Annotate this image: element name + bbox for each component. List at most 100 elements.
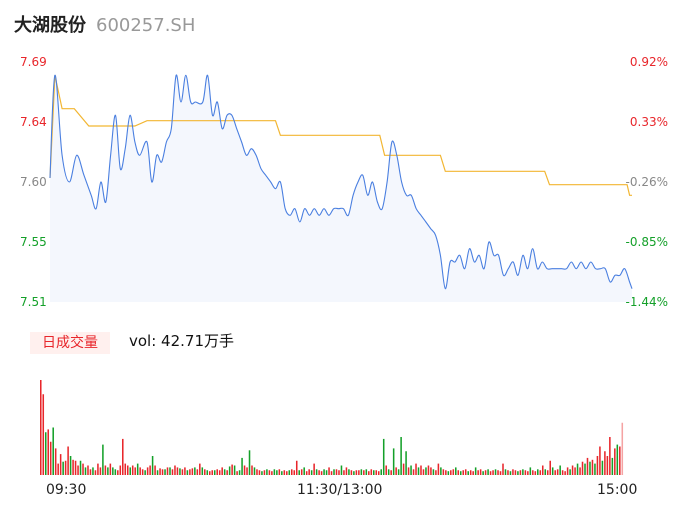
volume-bar: [288, 470, 291, 475]
volume-bar: [363, 470, 365, 475]
volume-bar: [561, 470, 564, 475]
volume-bar: [313, 463, 315, 475]
volume-bar: [52, 427, 54, 475]
volume-bar: [554, 470, 556, 475]
volume-bar: [447, 471, 450, 475]
volume-bar: [410, 465, 412, 475]
volume-bar: [375, 470, 378, 475]
volume-bar: [216, 469, 218, 475]
price-tick-label: 7.64: [20, 115, 47, 129]
volume-bar: [261, 471, 263, 475]
pct-tick-label: 0.33%: [629, 115, 668, 129]
volume-bar: [564, 471, 566, 475]
volume-bar: [194, 467, 196, 475]
volume-bar: [208, 471, 211, 475]
volume-bar: [479, 469, 482, 475]
volume-bar: [136, 463, 139, 475]
volume-bar: [517, 471, 519, 475]
volume-bar: [196, 469, 199, 475]
volume-bar: [360, 469, 363, 475]
volume-bar: [42, 394, 45, 475]
volume-bar: [228, 466, 231, 475]
volume-bar: [400, 437, 402, 475]
volume-bar: [64, 460, 67, 475]
volume-bar: [606, 456, 609, 475]
volume-bar: [574, 467, 576, 475]
chart-title: 大湖股份 600257.SH: [14, 13, 195, 39]
volume-bar: [420, 465, 422, 475]
volume-bar: [457, 470, 460, 475]
pct-tick-label: -1.44%: [625, 295, 668, 309]
volume-bar: [201, 467, 204, 475]
volume-bar: [114, 469, 117, 475]
price-tick-label: 7.60: [20, 175, 47, 189]
volume-bar: [390, 470, 392, 475]
volume-bar: [159, 468, 161, 475]
volume-bar: [596, 456, 599, 475]
volume-bar: [141, 469, 144, 475]
volume-bar: [181, 469, 184, 475]
volume-bar: [524, 470, 527, 475]
volume-bar: [541, 465, 544, 475]
volume-bar: [318, 470, 320, 475]
volume-bar: [330, 471, 333, 475]
volume-bar: [169, 467, 171, 475]
volume-bar: [417, 467, 420, 475]
volume-bar: [57, 463, 59, 475]
volume-bar: [464, 469, 467, 475]
volume-bar: [435, 470, 437, 475]
volume-bar: [77, 465, 79, 475]
volume-bar: [295, 460, 298, 475]
volume-bar: [544, 469, 547, 475]
volume-bar: [134, 467, 136, 475]
volume-bar: [139, 467, 141, 475]
volume-bar: [440, 467, 442, 475]
volume-bar: [452, 469, 455, 475]
volume-bar: [248, 450, 251, 475]
volume-bar: [427, 465, 430, 475]
volume-bar: [335, 469, 338, 475]
volume-bar: [591, 459, 594, 475]
volume-bar: [576, 463, 579, 475]
volume-bar: [89, 469, 92, 475]
volume-bar: [129, 467, 131, 475]
volume-bar: [338, 470, 340, 475]
volume-bar: [589, 461, 591, 475]
volume-bar: [489, 471, 492, 475]
volume-bar: [206, 470, 209, 475]
time-tick-label: 11:30/13:00: [297, 482, 383, 498]
volume-badge[interactable]: 日成交量: [30, 332, 110, 354]
volume-bar: [621, 422, 624, 475]
volume-bar: [599, 446, 601, 475]
volume-bar: [218, 470, 221, 475]
volume-bar: [315, 469, 318, 475]
volume-bar: [425, 467, 427, 475]
volume-bar: [333, 469, 335, 475]
volume-bar: [92, 467, 94, 475]
volume-bar: [370, 469, 373, 475]
volume-bar: [497, 470, 499, 475]
volume-bar: [79, 460, 82, 475]
volume-bar: [529, 467, 532, 475]
stock-code: 600257.SH: [96, 15, 196, 36]
volume-bar: [415, 463, 417, 475]
volume-bar: [151, 456, 154, 475]
volume-bar: [126, 465, 129, 475]
volume-bar: [350, 470, 353, 475]
volume-bar: [179, 468, 181, 475]
volume-bar: [226, 470, 228, 475]
volume-bar: [94, 470, 97, 475]
volume-bar: [611, 457, 614, 475]
volume-bar: [537, 469, 539, 475]
volume-bar: [539, 470, 542, 475]
volume-bar: [236, 471, 238, 475]
price-line: [49, 74, 633, 290]
volume-bar: [104, 465, 107, 475]
volume-bar: [395, 467, 397, 475]
volume-bar: [556, 469, 559, 475]
volume-bar: [368, 471, 370, 475]
volume-bar: [176, 467, 179, 475]
volume-value: vol: 42.71万手: [129, 332, 234, 350]
volume-bar: [534, 471, 537, 475]
